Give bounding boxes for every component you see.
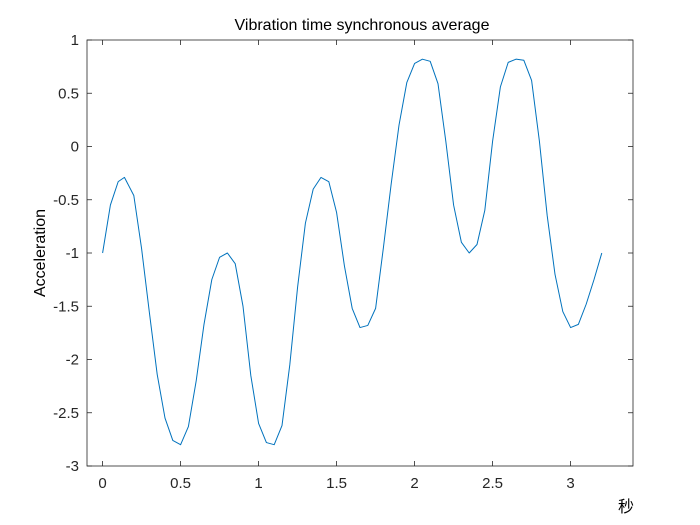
plot-area: [86, 39, 634, 467]
y-tick-label: -2.5: [53, 405, 79, 422]
y-tick-label: -0.5: [53, 192, 79, 209]
x-axis: 0 0.5 1 1.5 2 2.5 3: [98, 40, 575, 492]
y-tick-label: -3: [66, 458, 79, 475]
chart-title: Vibration time synchronous average: [235, 17, 490, 34]
x-tick-label: 0.5: [170, 475, 191, 492]
x-axis-label: 秒: [618, 498, 634, 516]
series-line: [102, 58, 603, 446]
x-tick-label: 0: [98, 475, 106, 492]
y-tick-label: 0: [71, 139, 79, 156]
y-axis: 1 0.5 0 -0.5 -1 -1.5 -2 -2.5 -3: [53, 32, 633, 475]
y-axis-label: Acceleration: [32, 209, 49, 297]
x-tick-label: 3: [566, 475, 574, 492]
x-tick-label: 2: [410, 475, 418, 492]
x-tick-label: 1: [254, 475, 262, 492]
x-tick-label: 2.5: [482, 475, 503, 492]
y-tick-label: -1.5: [53, 298, 79, 315]
y-tick-label: 1: [71, 32, 79, 49]
y-tick-label: -2: [66, 352, 79, 369]
y-tick-label: 0.5: [58, 85, 79, 102]
y-tick-label: -1: [66, 245, 79, 262]
x-tick-label: 1.5: [326, 475, 347, 492]
